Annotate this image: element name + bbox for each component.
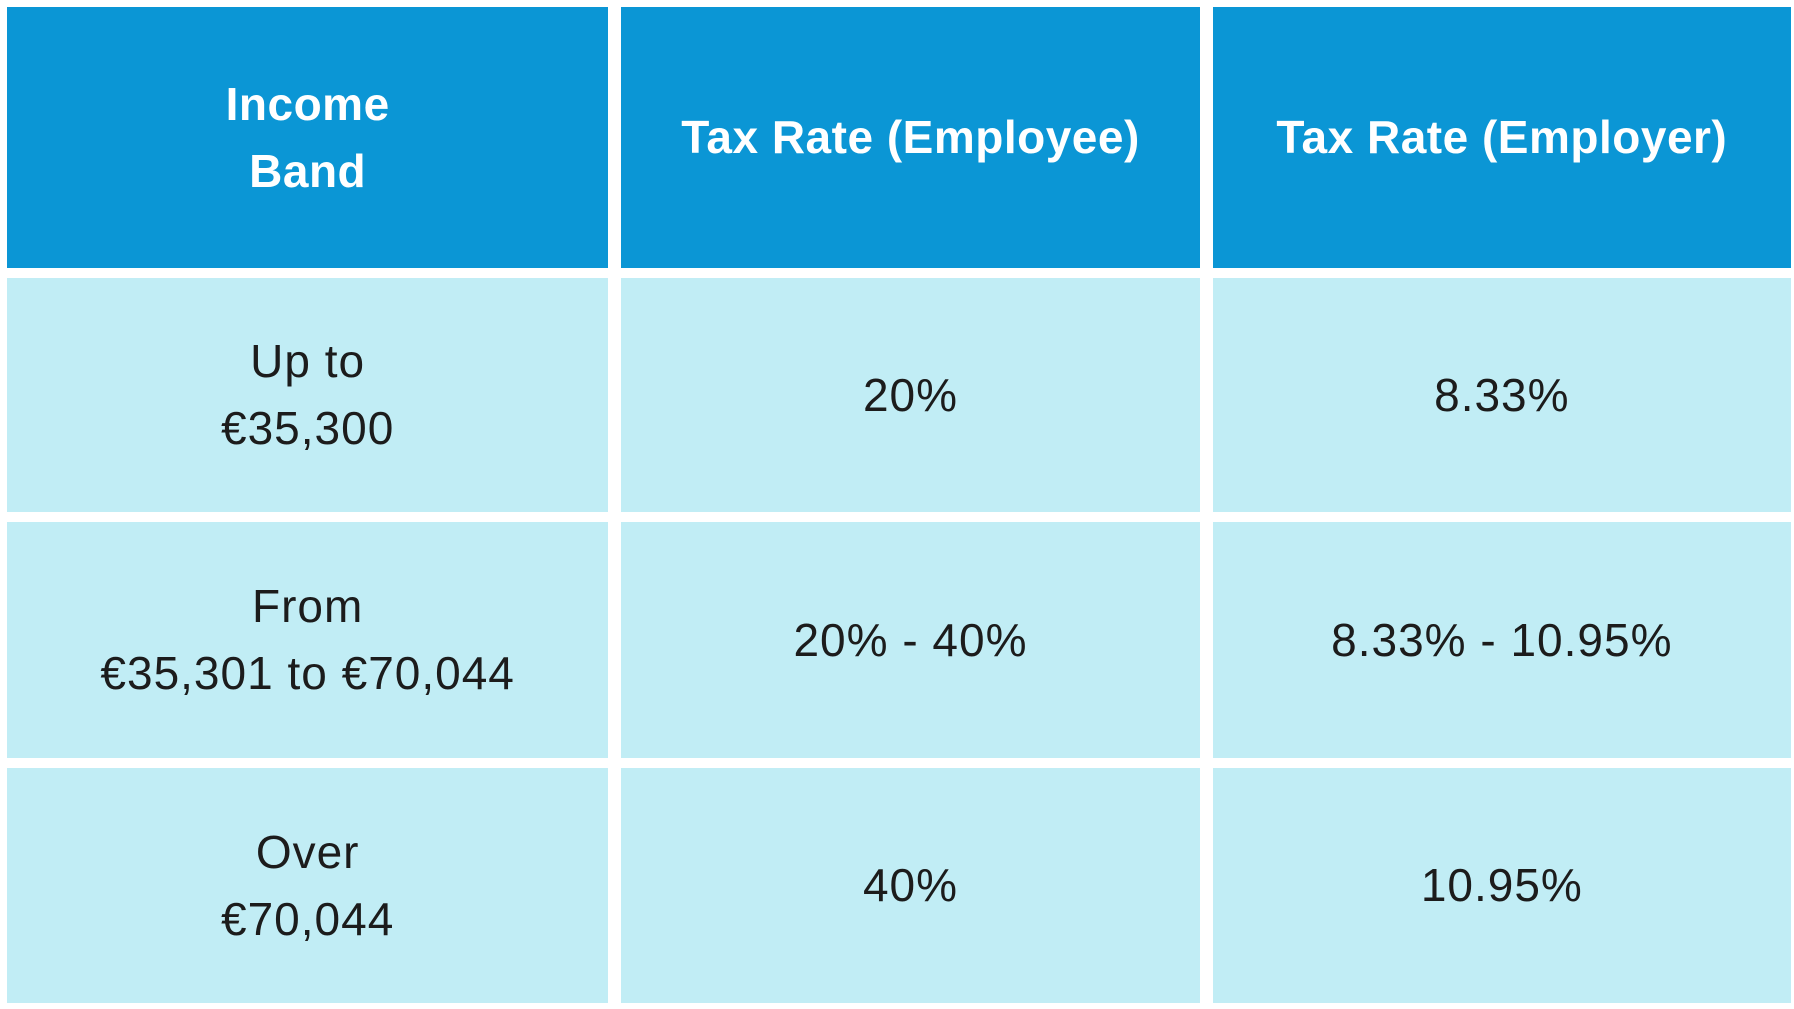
cell-employee-rate-row3: 40% <box>621 768 1200 1003</box>
header-cell-income-band: Income Band <box>7 7 609 268</box>
cell-employer-rate-row1: 8.33% <box>1212 278 1791 512</box>
cell-employee-rate-row1: 20% <box>621 278 1200 512</box>
cell-income-band-row2: From €35,301 to €70,044 <box>7 522 609 758</box>
header-cell-tax-rate-employer: Tax Rate (Employer) <box>1212 7 1791 268</box>
cell-employee-rate-row2: 20% - 40% <box>621 522 1200 758</box>
cell-employer-rate-row3: 10.95% <box>1212 768 1791 1003</box>
cell-income-band-row1: Up to €35,300 <box>7 278 609 512</box>
header-cell-tax-rate-employee: Tax Rate (Employee) <box>621 7 1200 268</box>
cell-income-band-row3: Over €70,044 <box>7 768 609 1003</box>
cell-employer-rate-row2: 8.33% - 10.95% <box>1212 522 1791 758</box>
